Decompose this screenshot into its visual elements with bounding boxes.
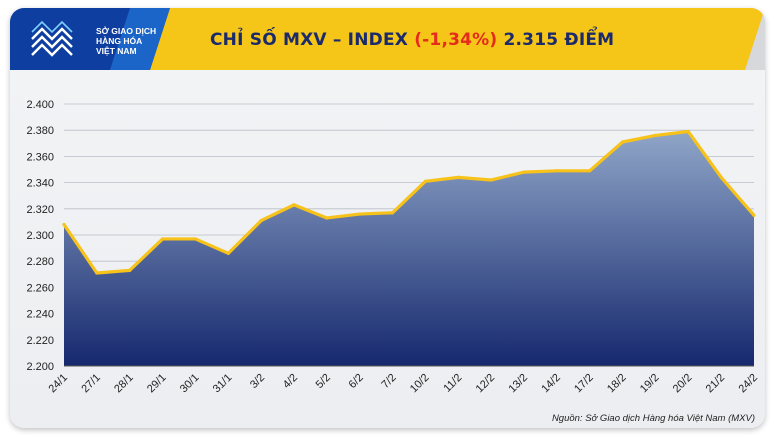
x-tick-label: 18/2 — [605, 372, 629, 396]
title-prefix: CHỈ SỐ MXV – INDEX — [210, 30, 409, 50]
data-point — [489, 178, 493, 182]
x-tick-label: 19/2 — [638, 372, 662, 396]
header-banner: SỞ GIAO DỊCH HÀNG HÓA VIỆT NAM CHỈ SỐ MX… — [10, 8, 765, 70]
data-point — [456, 175, 460, 179]
data-point — [719, 175, 723, 179]
x-tick-label: 28/1 — [112, 372, 136, 396]
data-point — [555, 169, 559, 173]
x-tick-label: 24/1 — [46, 372, 70, 396]
data-point — [686, 129, 690, 134]
x-tick-label: 31/1 — [211, 372, 235, 396]
logo-mark-icon — [31, 20, 73, 57]
x-tick-label: 10/2 — [408, 372, 432, 396]
data-point — [358, 212, 362, 216]
data-point — [193, 237, 198, 241]
data-point — [522, 170, 526, 174]
x-tick-label: 30/1 — [178, 372, 202, 396]
source-note: Nguồn: Sở Giao dịch Hàng hóa Việt Nam (M… — [551, 413, 755, 424]
y-tick-label: 2.220 — [26, 335, 54, 347]
x-tick-label: 7/2 — [379, 372, 398, 391]
y-tick-label: 2.200 — [26, 361, 54, 373]
x-tick-label: 5/2 — [314, 372, 333, 391]
logo: SỞ GIAO DỊCH HÀNG HÓA VIỆT NAM — [28, 14, 168, 64]
y-tick-label: 2.280 — [26, 256, 54, 268]
series-index — [62, 129, 756, 366]
chart-card: SỞ GIAO DỊCH HÀNG HÓA VIỆT NAM CHỈ SỐ MX… — [10, 8, 765, 428]
x-tick-label: 20/2 — [671, 372, 695, 396]
y-tick-label: 2.320 — [26, 204, 54, 216]
data-point — [160, 237, 165, 241]
series-area — [64, 131, 754, 366]
data-point — [292, 203, 296, 207]
data-point — [390, 211, 395, 215]
x-tick-label: 4/2 — [281, 372, 300, 391]
x-axis: 24/1 27/1 28/1 29/1 30/1 31/1 3/2 4/2 5/2 6/2 7/2 1… — [46, 365, 760, 396]
data-point — [325, 216, 329, 220]
chart-title: CHỈ SỐ MXV – INDEX (-1,34%) 2.315 ĐIỂM — [210, 30, 614, 50]
data-point — [95, 271, 99, 275]
y-tick-label: 2.340 — [26, 178, 54, 190]
chart-svg: 2.200 2.220 2.240 2.260 2.280 2.300 2.320 2.340… — [26, 99, 760, 396]
x-tick-label: 29/1 — [145, 372, 169, 396]
data-point — [588, 169, 592, 173]
y-tick-label: 2.300 — [26, 230, 54, 242]
data-point — [653, 133, 658, 138]
y-tick-label: 2.400 — [26, 99, 54, 111]
x-tick-label: 24/2 — [736, 372, 760, 396]
x-tick-label: 12/2 — [474, 372, 498, 396]
y-tick-label: 2.360 — [26, 151, 54, 163]
title-change: (-1,34%) — [414, 30, 498, 50]
x-tick-label: 21/2 — [704, 372, 728, 396]
y-tick-label: 2.380 — [26, 125, 54, 137]
y-tick-label: 2.240 — [26, 309, 54, 321]
x-tick-label: 14/2 — [539, 372, 563, 396]
data-point — [226, 251, 230, 255]
x-tick-label: 6/2 — [347, 372, 366, 391]
title-suffix: 2.315 ĐIỂM — [503, 30, 615, 50]
y-tick-label: 2.260 — [26, 282, 54, 294]
data-point — [259, 218, 263, 223]
data-point — [128, 268, 132, 272]
x-tick-label: 3/2 — [248, 372, 267, 391]
logo-line-1: SỞ GIAO DỊCH — [96, 26, 157, 36]
data-point — [620, 140, 625, 144]
x-tick-label: 27/1 — [79, 372, 103, 396]
data-point — [62, 222, 66, 227]
logo-text: SỞ GIAO DỊCH HÀNG HÓA VIỆT NAM — [96, 26, 156, 56]
series-line — [62, 129, 756, 275]
logo-line-2: HÀNG HÓA — [96, 36, 143, 46]
data-point — [423, 179, 428, 183]
data-point — [752, 213, 756, 217]
x-tick-label: 11/2 — [441, 372, 464, 395]
y-axis: 2.200 2.220 2.240 2.260 2.280 2.300 2.320 2.340… — [26, 99, 54, 373]
x-tick-label: 13/2 — [506, 372, 530, 396]
logo-line-3: VIỆT NAM — [96, 46, 137, 56]
x-tick-label: 17/2 — [572, 372, 596, 396]
